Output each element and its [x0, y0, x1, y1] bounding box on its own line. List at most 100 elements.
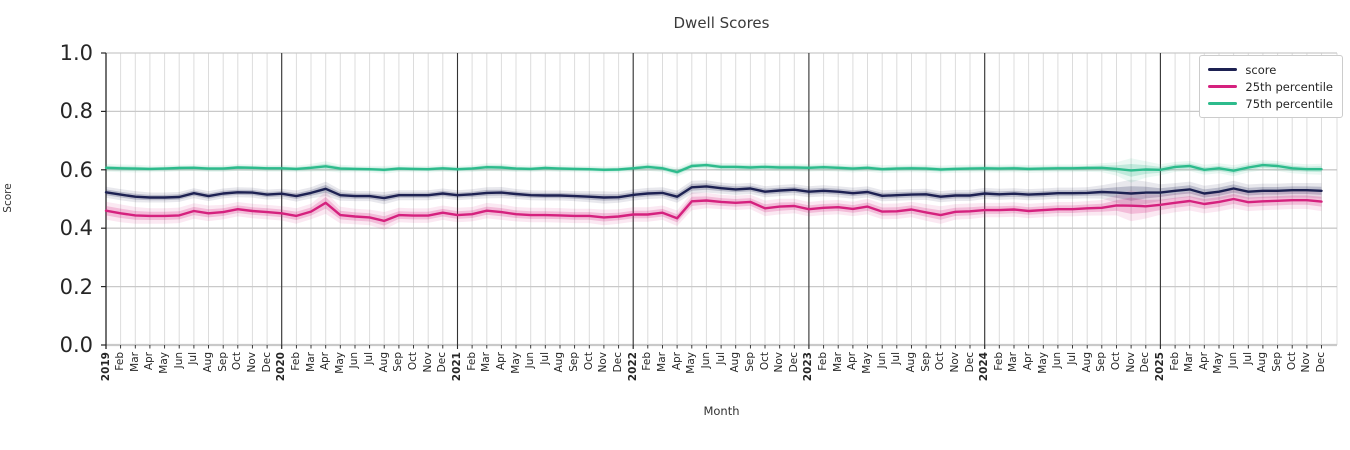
- x-tick-label-month: Jul: [538, 352, 551, 365]
- x-tick-label-year: 2025: [1153, 352, 1166, 382]
- x-tick-label-month: Aug: [202, 352, 214, 373]
- x-axis-label: Month: [703, 404, 740, 418]
- x-tick-label-year: 2021: [450, 352, 463, 382]
- legend-label: score: [1245, 62, 1277, 77]
- x-tick-label-month: Aug: [1080, 352, 1093, 373]
- x-tick-label-month: Aug: [729, 352, 742, 373]
- x-tick-label-month: Jul: [363, 352, 376, 365]
- percentile75-line-swatch: [1208, 102, 1238, 105]
- x-tick-label-month: Aug: [1256, 352, 1269, 373]
- y-tick-label: 1.0: [59, 41, 93, 65]
- x-tick-label-month: May: [685, 352, 698, 374]
- x-tick-label-month: Nov: [421, 352, 434, 373]
- x-tick-label-month: Dec: [963, 352, 976, 373]
- x-tick-label-month: Apr: [1022, 352, 1035, 371]
- x-tick-label-month: Dec: [612, 352, 625, 373]
- x-tick-label-month: Oct: [758, 352, 771, 371]
- x-tick-label-month: Nov: [1300, 352, 1313, 373]
- x-tick-label-month: Jun: [875, 352, 888, 369]
- x-tick-label-month: Aug: [553, 352, 566, 373]
- series-line-score: [104, 185, 1323, 200]
- x-tick-label-month: Mar: [1183, 352, 1196, 372]
- confidence-band-score: [106, 183, 1322, 202]
- x-tick-label-month: Dec: [260, 352, 273, 373]
- x-tick-label-year: 2024: [978, 352, 991, 382]
- x-tick-label-month: Sep: [1095, 352, 1108, 372]
- x-tick-label-month: Feb: [1168, 352, 1181, 371]
- series-line-75th-percentile: [104, 163, 1323, 174]
- x-tick-label-month: Oct: [231, 352, 244, 371]
- x-tick-label-month: May: [333, 352, 346, 374]
- x-tick-label-year: 2022: [626, 352, 639, 382]
- x-tick-label-month: Oct: [934, 352, 947, 371]
- confidence-band-25th-percentile: [106, 189, 1322, 230]
- x-tick-label-month: Jul: [890, 352, 903, 365]
- x-tick-label-month: May: [509, 352, 522, 374]
- x-tick-label-month: Feb: [817, 352, 830, 371]
- x-tick-label-month: Jul: [1241, 352, 1254, 365]
- x-tick-label-month: Feb: [289, 352, 302, 371]
- x-tick-label-month: Dec: [787, 352, 800, 373]
- x-tick-label-month: May: [1212, 352, 1225, 374]
- x-tick-label-month: Jun: [1051, 352, 1064, 369]
- x-tick-label-month: Jul: [187, 352, 200, 365]
- legend-label: 75th percentile: [1245, 96, 1333, 111]
- x-tick-label-month: Sep: [568, 352, 581, 372]
- x-tick-label-month: Apr: [494, 352, 507, 371]
- x-tick-label-month: Aug: [377, 352, 390, 373]
- y-tick-label: 0.6: [59, 157, 93, 182]
- x-tick-label-month: Mar: [128, 352, 141, 372]
- x-tick-label-month: May: [158, 352, 171, 374]
- legend-entry-75th-percentile: 75th percentile: [1208, 95, 1333, 112]
- x-tick-label-month: Dec: [1139, 352, 1152, 373]
- percentile25-line-swatch: [1208, 85, 1238, 88]
- y-tick-label: 0.8: [59, 99, 93, 124]
- x-tick-label-month: Sep: [1271, 352, 1284, 372]
- x-tick-label-month: Nov: [597, 352, 610, 373]
- x-tick-label-month: Jun: [1227, 352, 1240, 369]
- x-tick-label-month: Apr: [1197, 352, 1210, 371]
- x-tick-label-month: Mar: [831, 352, 844, 372]
- y-tick-label: 0.0: [59, 333, 93, 357]
- y-axis-label: Score: [2, 183, 14, 213]
- x-tick-label-month: Dec: [436, 352, 449, 373]
- x-tick-label-month: Nov: [1124, 352, 1137, 373]
- x-tick-label-month: Mar: [304, 352, 317, 372]
- y-tick-label: 0.2: [59, 274, 93, 299]
- x-tick-label-month: Sep: [216, 352, 229, 372]
- x-tick-label-month: Nov: [245, 352, 258, 373]
- x-tick-label-month: Jul: [1066, 352, 1079, 365]
- x-tick-label-month: Mar: [1007, 352, 1020, 372]
- x-tick-label-month: Feb: [992, 352, 1005, 371]
- chart-legend: score 25th percentile 75th percentile: [1199, 55, 1343, 118]
- x-tick-label-month: Apr: [846, 352, 859, 371]
- x-tick-label-month: Jun: [172, 352, 185, 369]
- x-tick-label-month: Apr: [143, 352, 156, 371]
- y-tick-label: 0.4: [59, 216, 93, 241]
- x-tick-label-month: Feb: [114, 352, 127, 371]
- legend-entry-25th-percentile: 25th percentile: [1208, 78, 1333, 95]
- x-tick-label-month: Mar: [655, 352, 668, 372]
- x-tick-label-month: Oct: [1285, 352, 1298, 371]
- x-tick-label-month: Dec: [1315, 352, 1327, 373]
- x-tick-label-month: Jun: [348, 352, 361, 369]
- x-tick-label-month: Sep: [392, 352, 405, 372]
- x-tick-label-month: Oct: [407, 352, 420, 371]
- x-tick-label-month: Mar: [480, 352, 493, 372]
- x-tick-label-month: Oct: [582, 352, 595, 371]
- x-tick-label-month: Sep: [743, 352, 756, 372]
- x-tick-label-month: Apr: [319, 352, 332, 371]
- x-tick-label-month: May: [861, 352, 874, 374]
- x-tick-label-month: Aug: [904, 352, 917, 373]
- score-line-swatch: [1208, 68, 1238, 71]
- x-tick-label-year: 2020: [275, 352, 288, 382]
- x-tick-label-month: Feb: [465, 352, 478, 371]
- x-tick-label-month: Nov: [948, 352, 961, 373]
- series-line-25th-percentile: [104, 197, 1323, 223]
- x-tick-label-month: Jun: [699, 352, 712, 369]
- x-tick-label-month: Sep: [919, 352, 932, 372]
- legend-entry-score: score: [1208, 61, 1333, 78]
- x-tick-label-month: Jun: [524, 352, 537, 369]
